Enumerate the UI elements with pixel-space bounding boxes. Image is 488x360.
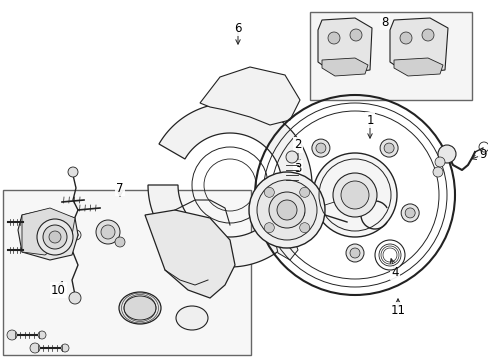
Polygon shape: [389, 18, 447, 74]
Circle shape: [30, 343, 40, 353]
Circle shape: [421, 29, 433, 41]
Bar: [309, 12, 471, 100]
Circle shape: [432, 167, 442, 177]
Circle shape: [294, 208, 304, 218]
Circle shape: [349, 29, 361, 41]
Polygon shape: [145, 210, 235, 298]
Text: 10: 10: [50, 284, 65, 297]
Circle shape: [327, 32, 339, 44]
Circle shape: [285, 151, 297, 163]
Circle shape: [434, 157, 444, 167]
Polygon shape: [321, 58, 367, 76]
Polygon shape: [200, 67, 299, 125]
Circle shape: [312, 153, 396, 237]
Text: 2: 2: [294, 139, 301, 152]
Circle shape: [276, 200, 296, 220]
Circle shape: [400, 204, 418, 222]
Text: 11: 11: [390, 303, 405, 316]
Circle shape: [379, 139, 397, 157]
Circle shape: [264, 187, 274, 197]
Circle shape: [38, 331, 46, 339]
Circle shape: [346, 244, 363, 262]
Polygon shape: [18, 210, 78, 260]
Circle shape: [311, 139, 329, 157]
Circle shape: [96, 220, 120, 244]
Circle shape: [315, 143, 325, 153]
Circle shape: [332, 173, 376, 217]
Circle shape: [437, 145, 455, 163]
Text: 7: 7: [116, 181, 123, 194]
Circle shape: [340, 181, 368, 209]
Circle shape: [290, 204, 308, 222]
Text: 6: 6: [234, 22, 241, 35]
Ellipse shape: [119, 292, 161, 324]
Circle shape: [101, 225, 115, 239]
Circle shape: [405, 208, 414, 218]
Ellipse shape: [124, 296, 156, 320]
Circle shape: [68, 167, 78, 177]
Polygon shape: [148, 103, 311, 267]
Circle shape: [383, 143, 393, 153]
Circle shape: [349, 248, 359, 258]
Circle shape: [399, 32, 411, 44]
Text: 4: 4: [390, 266, 398, 279]
Circle shape: [49, 231, 61, 243]
Bar: [3, 190, 250, 355]
Circle shape: [264, 223, 274, 233]
Circle shape: [248, 172, 325, 248]
Text: 9: 9: [478, 148, 486, 162]
Text: 8: 8: [381, 15, 388, 28]
Circle shape: [257, 180, 316, 240]
Circle shape: [299, 187, 309, 197]
Text: 5: 5: [376, 208, 383, 221]
Polygon shape: [274, 233, 297, 260]
Text: 1: 1: [366, 113, 373, 126]
Circle shape: [61, 344, 69, 352]
Polygon shape: [22, 208, 75, 255]
Polygon shape: [393, 58, 442, 76]
Polygon shape: [317, 18, 371, 74]
Ellipse shape: [176, 306, 207, 330]
Circle shape: [115, 237, 125, 247]
Circle shape: [37, 219, 73, 255]
Text: 3: 3: [294, 162, 301, 175]
Circle shape: [43, 225, 67, 249]
Circle shape: [7, 330, 17, 340]
Circle shape: [299, 223, 309, 233]
Circle shape: [268, 192, 305, 228]
Circle shape: [69, 292, 81, 304]
